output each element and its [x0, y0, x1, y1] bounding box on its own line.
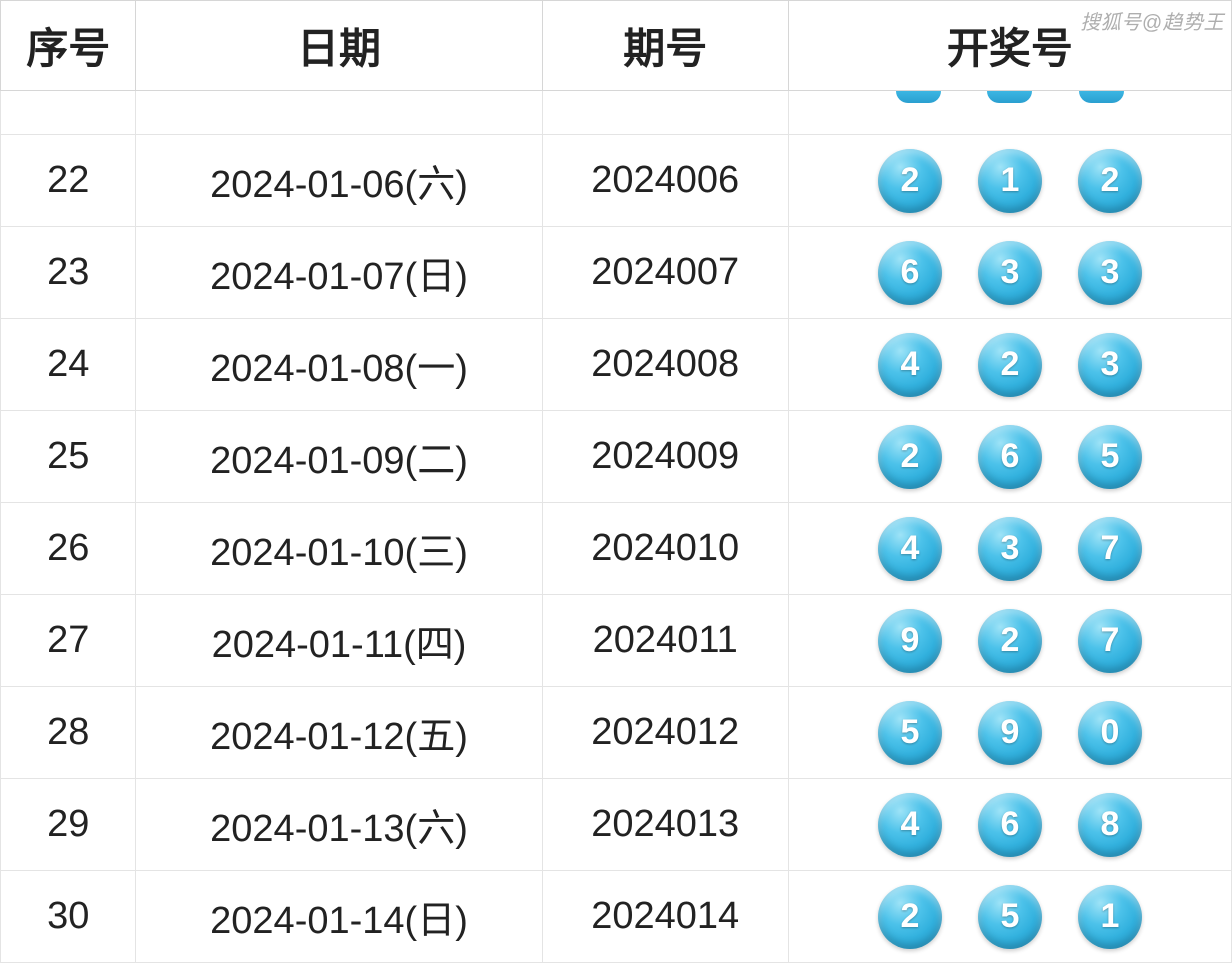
- header-issue: 期号: [542, 1, 788, 91]
- cell-balls: 468: [788, 779, 1231, 871]
- table-row: 242024-01-08(一)2024008423: [1, 319, 1232, 411]
- cell-issue: 2024012: [542, 687, 788, 779]
- table-row: 222024-01-06(六)2024006212: [1, 135, 1232, 227]
- cell-issue: 2024009: [542, 411, 788, 503]
- ball-fragment: [896, 91, 941, 103]
- table-row: 252024-01-09(二)2024009265: [1, 411, 1232, 503]
- lottery-ball: 4: [878, 793, 942, 857]
- cell-seq: 24: [1, 319, 136, 411]
- lottery-ball: 2: [878, 885, 942, 949]
- table-row: 232024-01-07(日)2024007633: [1, 227, 1232, 319]
- cell-issue: 2024006: [542, 135, 788, 227]
- cell-balls: 590: [788, 687, 1231, 779]
- lottery-ball: 3: [978, 241, 1042, 305]
- cell-date: 2024-01-13(六): [136, 779, 542, 871]
- lottery-ball: 7: [1078, 609, 1142, 673]
- table-row: 302024-01-14(日)2024014251: [1, 871, 1232, 963]
- lottery-ball: 9: [978, 701, 1042, 765]
- cell-issue: 2024007: [542, 227, 788, 319]
- cell-date: 2024-01-09(二): [136, 411, 542, 503]
- table-row: 282024-01-12(五)2024012590: [1, 687, 1232, 779]
- cell-balls: 251: [788, 871, 1231, 963]
- cell-seq: 28: [1, 687, 136, 779]
- header-balls: 开奖号: [788, 1, 1231, 91]
- lottery-results-table: 序号 日期 期号 开奖号 222024-01-06(六)202400621223…: [0, 0, 1232, 963]
- cell-issue: 2024008: [542, 319, 788, 411]
- table-row-cutoff: [1, 91, 1232, 135]
- lottery-ball: 7: [1078, 517, 1142, 581]
- ball-fragment: [987, 91, 1032, 103]
- table-row: 272024-01-11(四)2024011927: [1, 595, 1232, 687]
- lottery-ball: 3: [978, 517, 1042, 581]
- lottery-ball: 1: [978, 149, 1042, 213]
- cell-issue: 2024013: [542, 779, 788, 871]
- lottery-ball: 3: [1078, 241, 1142, 305]
- lottery-ball: 1: [1078, 885, 1142, 949]
- cell-seq: 29: [1, 779, 136, 871]
- lottery-ball: 3: [1078, 333, 1142, 397]
- cell-balls: 265: [788, 411, 1231, 503]
- cell-seq: 30: [1, 871, 136, 963]
- lottery-ball: 8: [1078, 793, 1142, 857]
- table-row: 292024-01-13(六)2024013468: [1, 779, 1232, 871]
- lottery-ball: 2: [878, 149, 942, 213]
- lottery-ball: 0: [1078, 701, 1142, 765]
- cell-balls: 633: [788, 227, 1231, 319]
- cell-date: 2024-01-11(四): [136, 595, 542, 687]
- lottery-ball: 6: [978, 425, 1042, 489]
- cell-issue: 2024010: [542, 503, 788, 595]
- cell-issue: 2024014: [542, 871, 788, 963]
- lottery-ball: 2: [878, 425, 942, 489]
- cell-balls: 423: [788, 319, 1231, 411]
- header-seq: 序号: [1, 1, 136, 91]
- cell-date: 2024-01-14(日): [136, 871, 542, 963]
- cell-issue: 2024011: [542, 595, 788, 687]
- header-date: 日期: [136, 1, 542, 91]
- cell-balls: 437: [788, 503, 1231, 595]
- table-header-row: 序号 日期 期号 开奖号: [1, 1, 1232, 91]
- cell-date: 2024-01-07(日): [136, 227, 542, 319]
- lottery-ball: 2: [1078, 149, 1142, 213]
- lottery-ball: 6: [878, 241, 942, 305]
- lottery-ball: 2: [978, 609, 1042, 673]
- cell-seq: 25: [1, 411, 136, 503]
- ball-fragment: [1079, 91, 1124, 103]
- cell-seq: 23: [1, 227, 136, 319]
- cell-balls: 927: [788, 595, 1231, 687]
- cell-seq: 26: [1, 503, 136, 595]
- cell-date: 2024-01-06(六): [136, 135, 542, 227]
- lottery-ball: 5: [1078, 425, 1142, 489]
- lottery-ball: 5: [978, 885, 1042, 949]
- lottery-ball: 9: [878, 609, 942, 673]
- cell-seq: 22: [1, 135, 136, 227]
- lottery-ball: 5: [878, 701, 942, 765]
- lottery-ball: 4: [878, 333, 942, 397]
- cell-seq: 27: [1, 595, 136, 687]
- lottery-ball: 4: [878, 517, 942, 581]
- lottery-ball: 2: [978, 333, 1042, 397]
- cell-date: 2024-01-08(一): [136, 319, 542, 411]
- table-row: 262024-01-10(三)2024010437: [1, 503, 1232, 595]
- cell-date: 2024-01-12(五): [136, 687, 542, 779]
- cell-date: 2024-01-10(三): [136, 503, 542, 595]
- cell-balls: 212: [788, 135, 1231, 227]
- lottery-ball: 6: [978, 793, 1042, 857]
